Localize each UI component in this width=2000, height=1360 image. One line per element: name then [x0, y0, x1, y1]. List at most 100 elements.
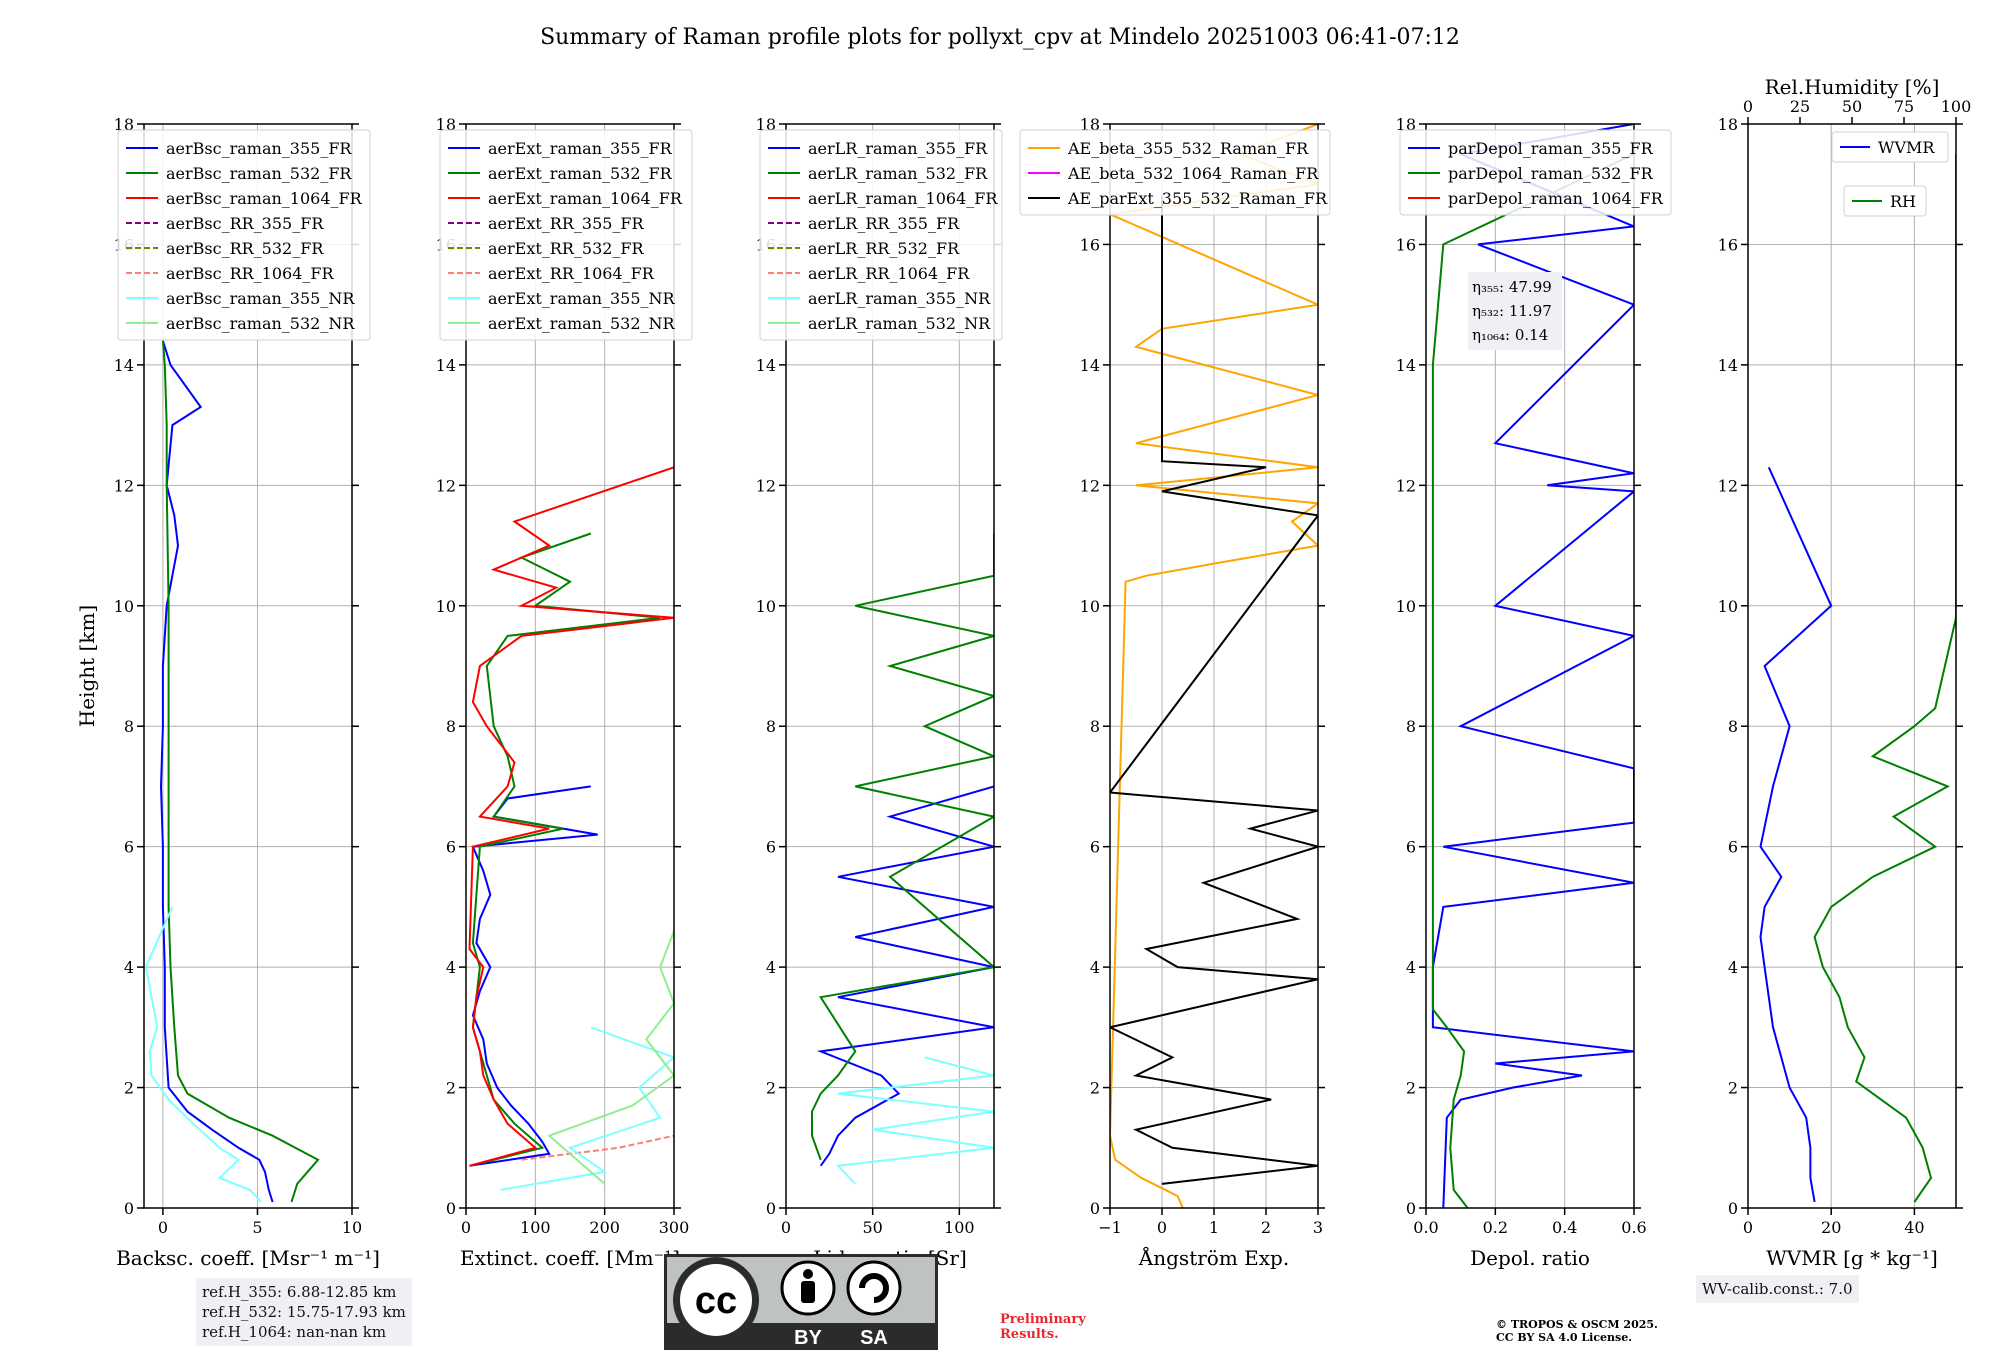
ytick-label-0: 0	[124, 1199, 134, 1218]
series-aerBsc_raman_355_NR	[144, 906, 262, 1203]
panel-depolarization: 0 2 4 6 8 10 12 14 16 18 0.0 0.2 0.4 0.6 Depol. ratio p…	[1396, 115, 1672, 1270]
ytick-label-14: 14	[1718, 356, 1738, 375]
cc-circle-icon	[680, 1264, 752, 1336]
x-axis-label: WVMR [g * kg⁻¹]	[1766, 1246, 1938, 1270]
series-aerExt_raman_355_NR	[500, 1026, 674, 1191]
series-aerLR_raman_532_FR	[811, 533, 994, 1161]
xtick-label-50: 50	[862, 1218, 882, 1237]
annotation-eta532: η₅₃₂: 11.97	[1472, 302, 1552, 320]
series-AE_beta_355_532_Raman_FR	[1110, 124, 1318, 1208]
legend-box-RH	[1843, 185, 1927, 217]
series-parDepol_raman_532_FR	[1431, 153, 1634, 1208]
ytick-label-18: 18	[436, 115, 456, 134]
legend-label-aerBsc_RR_355_FR: aerBsc_RR_355_FR	[166, 214, 324, 233]
share-alike-arrow	[859, 1273, 889, 1303]
ytick-label-2: 2	[1406, 1079, 1416, 1098]
ytick-label-18: 18	[114, 115, 134, 134]
legend-label-AE_parExt_355_532_Raman_FR: AE_parExt_355_532_Raman_FR	[1067, 189, 1328, 208]
legend-label-aerExt_raman_532_FR: aerExt_raman_532_FR	[488, 164, 673, 183]
legend-label-aerBsc_raman_532_NR: aerBsc_raman_532_NR	[166, 314, 355, 333]
ytick-label-14: 14	[114, 356, 134, 375]
ytick-label-12: 12	[114, 476, 134, 495]
series-group	[144, 340, 320, 1203]
series-aerExt_raman_355_FR	[469, 785, 598, 1167]
ytick-label-14: 14	[1396, 356, 1416, 375]
legend-label-aerLR_raman_1064_FR: aerLR_raman_1064_FR	[808, 189, 998, 208]
legend-label-aerBsc_RR_1064_FR: aerBsc_RR_1064_FR	[166, 264, 335, 283]
axes-frame	[1425, 123, 1635, 1209]
legend-label-aerLR_RR_1064_FR: aerLR_RR_1064_FR	[808, 264, 970, 283]
legend-label-aerExt_RR_355_FR: aerExt_RR_355_FR	[488, 214, 645, 233]
legend-label-aerExt_RR_1064_FR: aerExt_RR_1064_FR	[488, 264, 655, 283]
ytick-label-6: 6	[766, 838, 776, 857]
ytick-label-14: 14	[756, 356, 776, 375]
ytick-label-6: 6	[1090, 838, 1100, 857]
legend-box-WVMR	[1831, 131, 1949, 163]
ytick-label-4: 4	[1406, 958, 1416, 977]
legend-box	[1019, 129, 1331, 216]
annotation-eta1064: η₁₀₆₄: 0.14	[1472, 326, 1548, 344]
top-xtick-label-0: 0	[1743, 97, 1753, 116]
ytick-label-18: 18	[1080, 115, 1100, 134]
xtick-label-40: 40	[1904, 1218, 1924, 1237]
legend-label-aerExt_raman_355_NR: aerExt_raman_355_NR	[488, 289, 676, 308]
series-parDepol_raman_355_FR	[1431, 124, 1634, 1208]
legend-label-parDepol_raman_355_FR: parDepol_raman_355_FR	[1448, 139, 1654, 158]
series-AE_parExt_355_532_Raman_FR	[1110, 196, 1318, 1185]
top-xtick-label-100: 100	[1941, 97, 1972, 116]
legend-box	[117, 129, 371, 341]
ytick-label-18: 18	[756, 115, 776, 134]
series-group	[1110, 124, 1318, 1208]
ytick-label-8: 8	[446, 717, 456, 736]
legend-label-aerLR_raman_355_NR: aerLR_raman_355_NR	[808, 289, 991, 308]
legend-label-AE_beta_532_1064_Raman_FR: AE_beta_532_1064_Raman_FR	[1067, 164, 1319, 183]
xtick-label-300: 300	[659, 1218, 690, 1237]
series-group	[1431, 124, 1634, 1208]
reference-height-box: ref.H_355: 6.88-12.85 km ref.H_532: 15.7…	[196, 1278, 412, 1346]
ytick-label-2: 2	[766, 1079, 776, 1098]
xtick-label-200: 200	[589, 1218, 620, 1237]
ytick-label-12: 12	[1080, 476, 1100, 495]
xtick-label-1: 1	[1209, 1218, 1219, 1237]
ytick-label-0: 0	[1406, 1199, 1416, 1218]
share-alike-icon	[846, 1260, 902, 1316]
x-axis-label: Ångström Exp.	[1138, 1245, 1289, 1270]
series-aerExt_RR_1064_FR	[521, 1134, 674, 1161]
legend-label-WVMR: WVMR	[1878, 138, 1935, 157]
legend-label-aerLR_raman_532_NR: aerLR_raman_532_NR	[808, 314, 991, 333]
xtick-label-10: 10	[342, 1218, 362, 1237]
cc-license-badge: cc BY SA	[664, 1254, 938, 1350]
axes-frame	[1747, 123, 1957, 1209]
wv-calibration-box: WV-calib.const.: 7.0	[1696, 1275, 1859, 1303]
series-RH	[1813, 154, 1956, 1203]
xtick-label-100: 100	[944, 1218, 975, 1237]
ytick-label-2: 2	[124, 1079, 134, 1098]
legend-label-aerBsc_RR_532_FR: aerBsc_RR_532_FR	[166, 239, 324, 258]
ytick-label-12: 12	[756, 476, 776, 495]
copyright-line-1: © TROPOS & OSCM 2025.	[1496, 1318, 1658, 1331]
legend-label-aerLR_RR_355_FR: aerLR_RR_355_FR	[808, 214, 960, 233]
ytick-label-16: 16	[1080, 235, 1100, 254]
ytick-label-0: 0	[766, 1199, 776, 1218]
panels: 0246810121416180510Backsc. coeff. [Msr⁻¹…	[75, 75, 1971, 1270]
legend-label-aerBsc_raman_355_NR: aerBsc_raman_355_NR	[166, 289, 355, 308]
eta-annotation-box	[1468, 272, 1562, 350]
annotation-eta355: η₃₅₅: 47.99	[1472, 278, 1552, 296]
ytick-label-4: 4	[124, 958, 134, 977]
axes-frame	[465, 123, 675, 1209]
legend-label-parDepol_raman_1064_FR: parDepol_raman_1064_FR	[1448, 189, 1664, 208]
ytick-label-0: 0	[1090, 1199, 1100, 1218]
panel-lidar-ratio: 024681012141618050100Lidar ratio [Sr]aer…	[756, 115, 1003, 1270]
xtick-label-0: 0	[1157, 1218, 1167, 1237]
series-group	[468, 466, 674, 1191]
ytick-label-8: 8	[766, 717, 776, 736]
ytick-label-16: 16	[1396, 235, 1416, 254]
legend-label-aerExt_raman_532_NR: aerExt_raman_532_NR	[488, 314, 676, 333]
ytick-label-6: 6	[1406, 838, 1416, 857]
x-axis-label: Backsc. coeff. [Msr⁻¹ m⁻¹]	[116, 1246, 380, 1270]
ytick-label-0: 0	[446, 1199, 456, 1218]
legend-label-aerLR_raman_355_FR: aerLR_raman_355_FR	[808, 139, 988, 158]
legend-label-aerBsc_raman_532_FR: aerBsc_raman_532_FR	[166, 164, 352, 183]
copyright-note: © TROPOS & OSCM 2025. CC BY SA 4.0 Licen…	[1496, 1318, 1716, 1344]
